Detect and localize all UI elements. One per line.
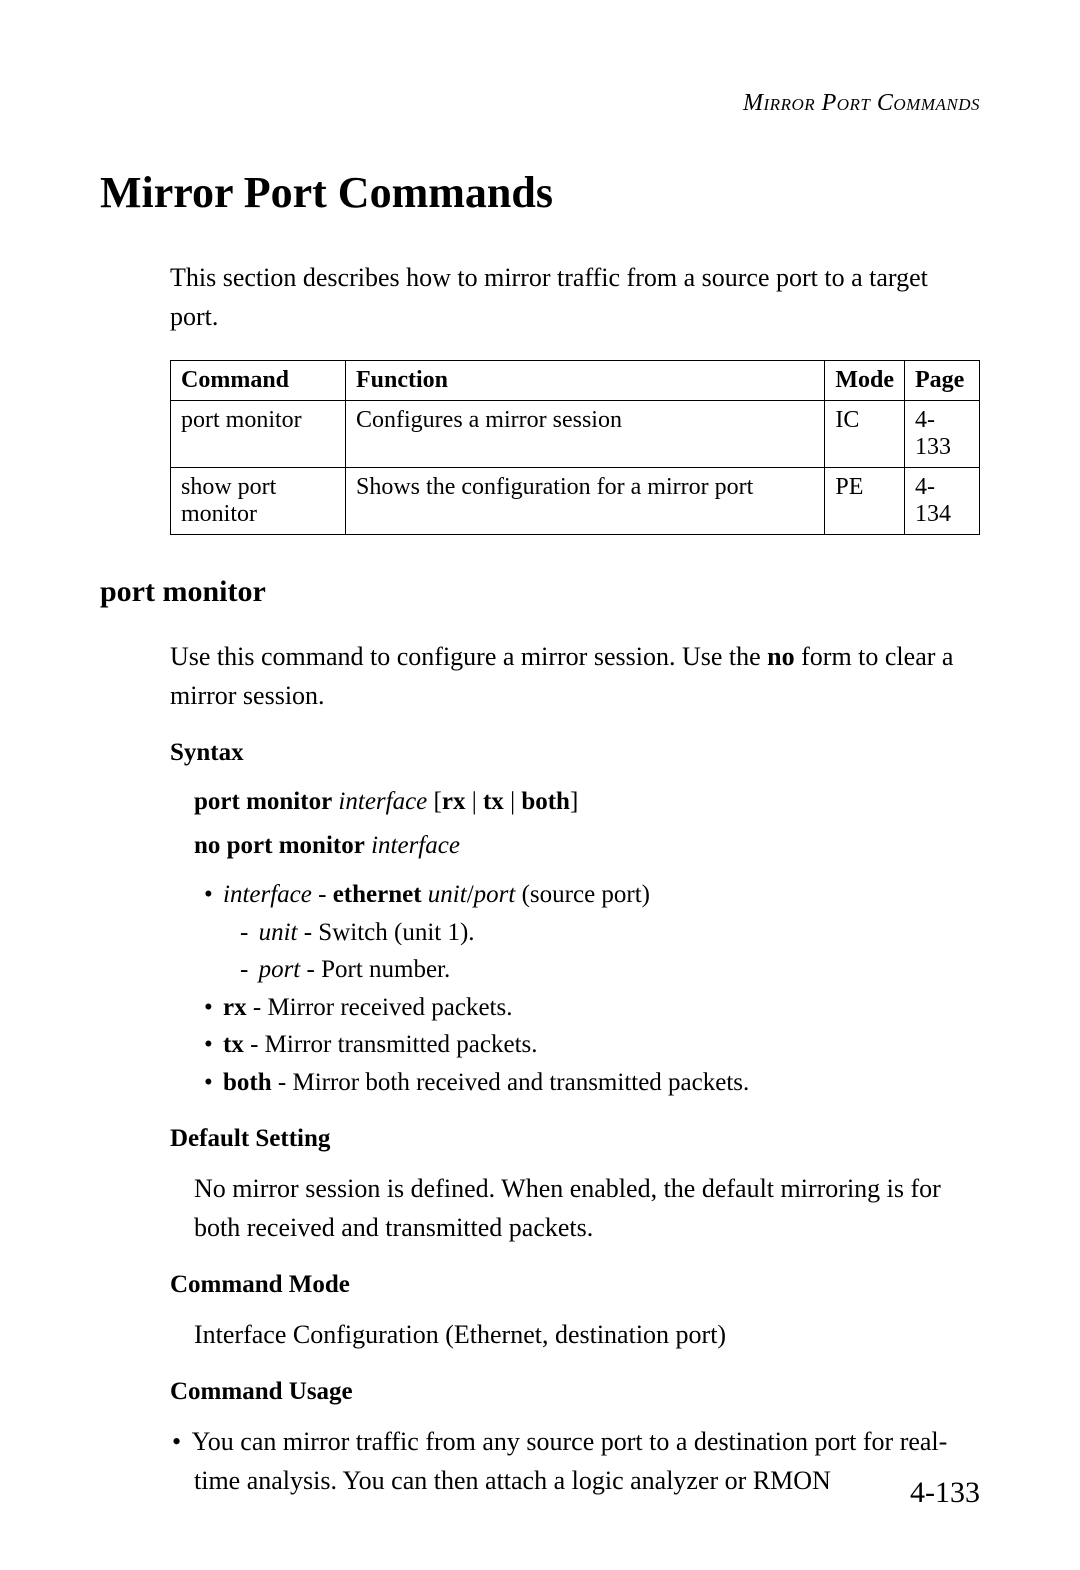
syntax-bracket-open: [ (434, 788, 442, 815)
bullet-text: - Mirror both received and transmitted p… (272, 1069, 750, 1096)
syntax-no-arg: interface (365, 832, 460, 859)
command-mode-text: Interface Configuration (Ethernet, desti… (194, 1315, 980, 1354)
bullet-text: - Mirror received packets. (247, 994, 513, 1021)
bullet-italic2: unit (428, 881, 467, 908)
col-header-mode: Mode (825, 361, 905, 401)
bullet-dash: - (312, 881, 333, 908)
commands-table: Command Function Mode Page port monitor … (170, 360, 980, 535)
bullet-both: both - Mirror both received and transmit… (226, 1064, 980, 1102)
cell-command: show port monitor (171, 468, 346, 535)
table-row: port monitor Configures a mirror session… (171, 401, 980, 468)
desc-bold: no (767, 642, 794, 671)
sub-text: - Port number. (300, 956, 450, 983)
running-header-text: Mirror Port Commands (743, 90, 980, 116)
syntax-heading: Syntax (170, 739, 980, 767)
command-usage-heading: Command Usage (170, 1378, 980, 1406)
sub-bullet-port: port - Port number. (262, 951, 980, 989)
syntax-line-1: port monitor interface [rx | tx | both] (194, 783, 980, 821)
sub-italic: unit (259, 919, 298, 946)
bullet-bold: tx (223, 1031, 244, 1058)
bullet-interface: interface - ethernet unit/port (source p… (226, 876, 980, 989)
bullet-tail: (source port) (515, 881, 650, 908)
cell-function: Configures a mirror session (346, 401, 825, 468)
main-title: Mirror Port Commands (100, 167, 980, 218)
syntax-rx: rx (442, 788, 466, 815)
page-number: 4-133 (910, 1476, 980, 1510)
syntax-bracket-close: ] (570, 788, 578, 815)
syntax-both: both (521, 788, 570, 815)
section-heading: port monitor (100, 575, 980, 609)
cell-mode: IC (825, 401, 905, 468)
bullet-text: - Mirror transmitted packets. (244, 1031, 538, 1058)
bullet-italic3: port (474, 881, 516, 908)
syntax-line-2: no port monitor interface (194, 827, 980, 865)
cell-page: 4-134 (905, 468, 980, 535)
intro-paragraph: This section describes how to mirror tra… (170, 258, 980, 336)
bullet-bold: ethernet (333, 881, 422, 908)
col-header-function: Function (346, 361, 825, 401)
syntax-sep: | (465, 788, 483, 815)
cell-function: Shows the configuration for a mirror por… (346, 468, 825, 535)
cell-command: port monitor (171, 401, 346, 468)
default-setting-heading: Default Setting (170, 1125, 980, 1153)
usage-item: You can mirror traffic from any source p… (194, 1422, 980, 1500)
command-mode-heading: Command Mode (170, 1271, 980, 1299)
syntax-no-cmd: no port monitor (194, 832, 365, 859)
sub-bullet-unit: unit - Switch (unit 1). (262, 914, 980, 952)
col-header-command: Command (171, 361, 346, 401)
sub-list: unit - Switch (unit 1). port - Port numb… (262, 914, 980, 989)
cell-mode: PE (825, 468, 905, 535)
syntax-cmd: port monitor (194, 788, 332, 815)
running-header: Mirror Port Commands (100, 90, 980, 117)
section-description: Use this command to configure a mirror s… (170, 637, 980, 715)
syntax-sep: | (504, 788, 522, 815)
bullet-tx: tx - Mirror transmitted packets. (226, 1026, 980, 1064)
syntax-tx: tx (483, 788, 504, 815)
bullet-italic: interface (223, 881, 312, 908)
table-row: show port monitor Shows the configuratio… (171, 468, 980, 535)
bullet-bold: rx (223, 994, 247, 1021)
bullet-rx: rx - Mirror received packets. (226, 989, 980, 1027)
sub-text: - Switch (unit 1). (297, 919, 474, 946)
bullet-slash: / (467, 881, 474, 908)
cell-page: 4-133 (905, 401, 980, 468)
command-usage-list: You can mirror traffic from any source p… (194, 1422, 980, 1500)
sub-italic: port (259, 956, 301, 983)
desc-pre: Use this command to configure a mirror s… (170, 642, 767, 671)
bullet-bold: both (223, 1069, 272, 1096)
syntax-bullets: interface - ethernet unit/port (source p… (226, 876, 980, 1101)
table-header-row: Command Function Mode Page (171, 361, 980, 401)
default-setting-text: No mirror session is defined. When enabl… (194, 1169, 980, 1247)
col-header-page: Page (905, 361, 980, 401)
syntax-arg: interface (332, 788, 433, 815)
